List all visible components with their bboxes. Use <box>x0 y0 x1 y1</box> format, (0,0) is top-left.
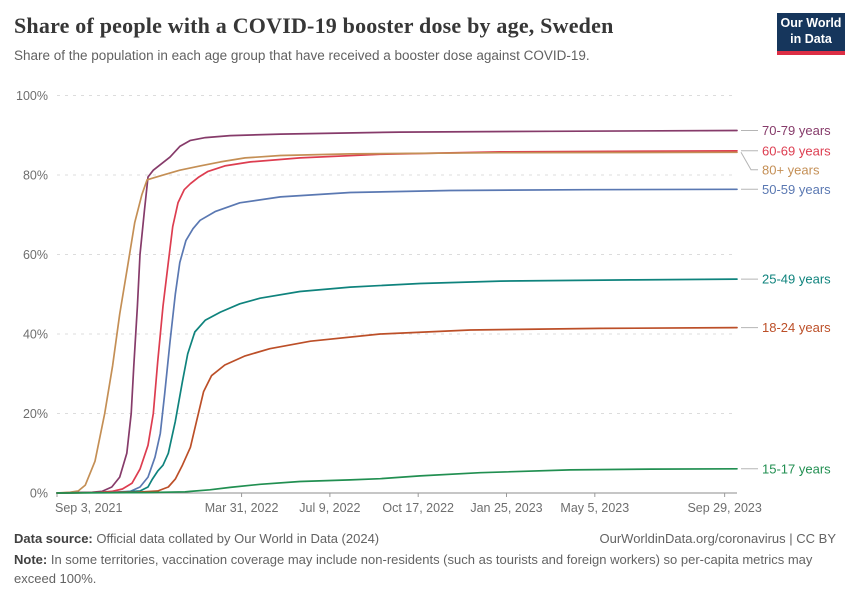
y-tick-label: 100% <box>16 89 48 103</box>
legend-label-15-17-years[interactable]: 15-17 years <box>762 461 831 476</box>
series-line-15-17-years <box>56 467 738 494</box>
data-source-text: Official data collated by Our World in D… <box>92 531 380 546</box>
owid-link[interactable]: OurWorldinData.org/coronavirus | CC BY <box>599 531 836 546</box>
chart-footer: Data source: Official data collated by O… <box>14 531 836 589</box>
series-line-80-years <box>56 151 738 494</box>
series-line-50-59-years <box>56 188 738 494</box>
y-tick-label: 20% <box>23 407 48 421</box>
series-line-18-24-years <box>56 326 738 494</box>
line-chart: 0% 20% 40% 60% 80% 100% Sep 3, 2021 Mar 31, 20… <box>16 89 831 515</box>
chart-header: Share of people with a COVID-19 booster … <box>14 12 769 64</box>
x-tick-label: Sep 3, 2021 <box>55 501 122 515</box>
data-source-label: Data source: <box>14 531 93 546</box>
owid-logo-line2: in Data <box>790 32 832 46</box>
x-tick-label: Jan 25, 2023 <box>470 501 542 515</box>
legend-label-25-49-years[interactable]: 25-49 years <box>762 272 831 287</box>
x-tick-label: May 5, 2023 <box>560 501 629 515</box>
y-tick-label: 60% <box>23 248 48 262</box>
owid-logo-line1: Our World <box>780 16 842 31</box>
legend-label-50-59-years[interactable]: 50-59 years <box>762 182 831 197</box>
legend-connector <box>740 152 758 171</box>
legend: 70-79 years 60-69 years 80+ years 50-59 yea… <box>740 123 831 476</box>
chart-subtitle: Share of the population in each age grou… <box>14 47 590 63</box>
y-tick-label: 0% <box>30 487 48 501</box>
page-title: Share of people with a COVID-19 booster … <box>14 13 614 38</box>
owid-logo: Our World in Data <box>777 13 845 55</box>
series-line-60-69-years <box>56 149 738 494</box>
x-axis: Sep 3, 2021 Mar 31, 2022 Jul 9, 2022 Oct 17… <box>55 493 762 515</box>
footnote-label: Note: <box>14 552 48 567</box>
y-tick-label: 40% <box>23 328 48 342</box>
x-tick-label: Oct 17, 2022 <box>382 501 454 515</box>
y-tick-label: 80% <box>23 169 48 183</box>
series-line-70-79-years <box>56 129 738 494</box>
footnote: Note: In some territories, vaccination c… <box>14 551 820 589</box>
series-line-25-49-years <box>56 278 738 494</box>
x-tick-label: Sep 29, 2023 <box>687 501 761 515</box>
data-source: Data source: Official data collated by O… <box>14 531 379 546</box>
legend-label-80-years[interactable]: 80+ years <box>762 162 820 177</box>
legend-label-60-69-years[interactable]: 60-69 years <box>762 143 831 158</box>
series-lines <box>56 129 738 494</box>
x-tick-label: Mar 31, 2022 <box>205 501 279 515</box>
legend-label-70-79-years[interactable]: 70-79 years <box>762 123 831 138</box>
x-tick-label: Jul 9, 2022 <box>299 501 360 515</box>
footnote-text: In some territories, vaccination coverag… <box>14 552 813 586</box>
legend-label-18-24-years[interactable]: 18-24 years <box>762 320 831 335</box>
